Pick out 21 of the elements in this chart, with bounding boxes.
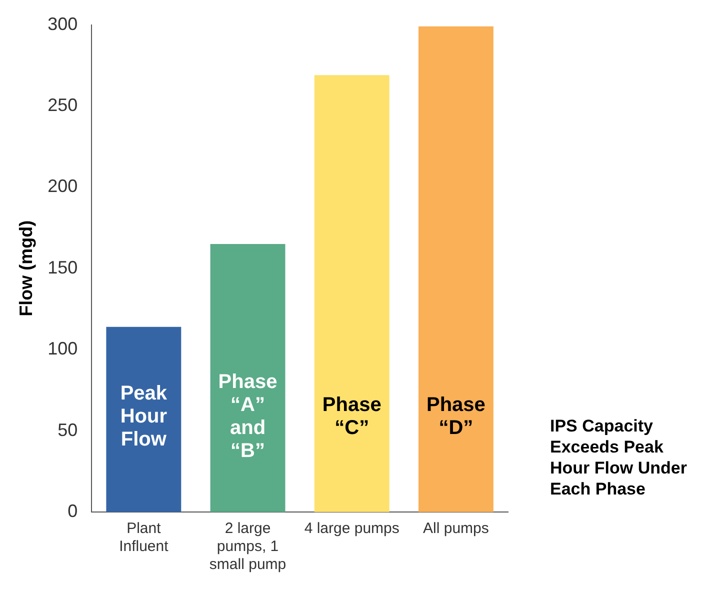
y-tick-label: 200 — [48, 176, 78, 196]
annotation: Phase “D” — [426, 394, 486, 440]
annotation: Phase “A” and “B” — [218, 371, 278, 462]
x-tick-label: 2 large pumps, 1 small pump — [209, 520, 286, 574]
x-tick-label: All pumps — [423, 520, 489, 538]
y-tick-label: 100 — [48, 338, 78, 359]
annotation: Peak Hour Flow — [120, 382, 168, 451]
y-axis-title: Flow (mgd) — [16, 220, 36, 316]
y-tick-label: 250 — [48, 94, 78, 115]
x-tick-label: 4 large pumps — [304, 520, 400, 538]
y-tick-label: 50 — [58, 420, 78, 440]
bar — [210, 244, 286, 512]
y-tick-label: 300 — [48, 14, 78, 34]
annotation: Phase “C” — [322, 394, 382, 440]
text: IPS Capacity Exceeds Peak Hour Flow Under Each Phase — [550, 416, 688, 499]
y-tick-label: 150 — [48, 257, 78, 278]
bar — [314, 75, 390, 512]
x-tick-label: Plant Influent — [119, 520, 170, 556]
y-tick-label: 0 — [68, 500, 78, 521]
bar — [418, 26, 494, 512]
bar — [106, 326, 182, 512]
